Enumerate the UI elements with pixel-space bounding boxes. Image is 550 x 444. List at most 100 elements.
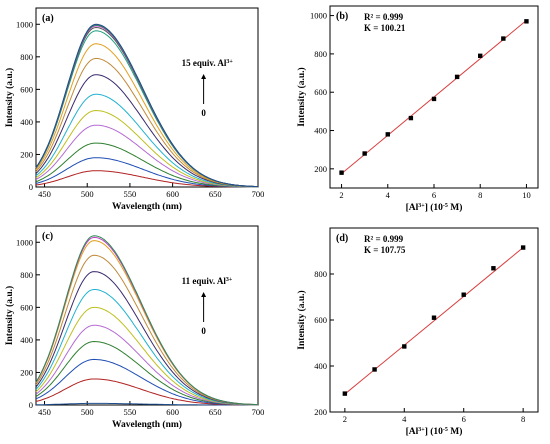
y-tick-label: 200 — [314, 164, 327, 174]
data-point — [431, 96, 437, 102]
x-tick-label: 700 — [252, 189, 265, 199]
x-axis-label: [Al3+] (10-5 M) — [406, 426, 463, 437]
x-tick-label: 700 — [252, 407, 265, 417]
data-point — [362, 151, 367, 156]
y-tick-label: 800 — [20, 52, 33, 62]
data-point — [385, 132, 390, 137]
arrow-head-icon — [201, 74, 207, 79]
data-point — [501, 36, 506, 41]
y-tick-label: 200 — [20, 367, 33, 377]
x-tick-label: 6 — [462, 414, 466, 424]
y-axis-label: Intensity (a.u.) — [296, 290, 307, 349]
spectrum-line-12 — [35, 235, 258, 406]
x-tick-label: 450 — [38, 189, 51, 199]
y-tick-label: 400 — [20, 117, 33, 127]
y-tick-label: 600 — [314, 87, 327, 97]
binding-constant-label: K = 107.75 — [364, 245, 406, 255]
x-tick-label: 500 — [81, 407, 94, 417]
y-tick-label: 600 — [20, 84, 33, 94]
y-tick-label: 0 — [29, 400, 33, 410]
y-tick-label: 400 — [314, 126, 327, 136]
spectrum-line-6 — [35, 93, 259, 188]
spectrum-line-6 — [35, 306, 259, 406]
y-tick-label: 400 — [314, 361, 327, 371]
x-tick-label: 650 — [209, 189, 222, 199]
data-point — [339, 170, 344, 175]
zero-annotation: 0 — [201, 108, 206, 118]
plot-frame — [35, 225, 259, 406]
spectrum-line-14 — [35, 23, 259, 188]
y-tick-label: 1000 — [16, 19, 33, 29]
x-axis-label: Wavelength (nm) — [112, 201, 182, 212]
chart-panel-1: 450 500 550 600 650 700 0 200 400 600 800 1000 Wavel… — [4, 7, 265, 212]
y-tick-label: 200 — [314, 407, 327, 417]
data-point — [454, 74, 460, 80]
data-point — [491, 266, 496, 271]
y-tick-label: 800 — [314, 269, 327, 279]
x-tick-label: 4 — [386, 190, 391, 200]
data-point — [342, 391, 348, 396]
r-squared-label: R² = 0.999 — [364, 234, 404, 244]
chart-panel-3: 450 500 550 600 650 700 0 200 400 600 800 1000 Wavel… — [4, 225, 265, 430]
y-tick-label: 800 — [314, 49, 327, 59]
zero-annotation: 0 — [201, 326, 206, 336]
y-tick-label: 600 — [20, 302, 33, 312]
x-tick-label: 6 — [432, 190, 436, 200]
linear-fit-line — [344, 247, 524, 395]
y-tick-label: 1000 — [310, 11, 327, 21]
x-tick-label: 550 — [124, 189, 137, 199]
x-tick-label: 8 — [521, 414, 525, 424]
data-point — [461, 292, 466, 297]
panel-label: (c) — [42, 231, 53, 242]
spectrum-line-5 — [35, 109, 258, 188]
y-tick-label: 800 — [20, 270, 33, 280]
x-tick-label: 650 — [209, 407, 222, 417]
data-point — [431, 315, 437, 320]
x-tick-label: 600 — [166, 189, 179, 199]
spectrum-line-3 — [35, 142, 258, 188]
data-point — [478, 53, 483, 59]
r-squared-label: R² = 0.999 — [364, 12, 404, 22]
data-point — [402, 344, 407, 349]
chart-panel-2: 2 4 6 8 10 200 400 600 800 1000 [Al3+] (10-5 M) Int… — [296, 5, 539, 213]
spectrum-line-11 — [35, 236, 258, 406]
data-point — [520, 245, 526, 250]
y-tick-label: 400 — [20, 335, 33, 345]
binding-constant-label: K = 100.21 — [364, 23, 406, 33]
spectrum-line-2 — [35, 157, 258, 188]
x-tick-label: 500 — [81, 189, 94, 199]
plot-frame — [35, 7, 259, 188]
spectrum-line-1 — [36, 402, 258, 406]
x-axis-label: Wavelength (nm) — [112, 419, 182, 430]
panel-label: (a) — [42, 13, 54, 24]
spectrum-line-10 — [35, 240, 258, 406]
arrow-head-icon — [201, 292, 207, 297]
x-axis-label: [Al3+] (10-5 M) — [406, 202, 463, 213]
data-point — [408, 115, 414, 121]
y-axis-label: Intensity (a.u.) — [4, 286, 15, 345]
y-tick-label: 600 — [314, 315, 327, 325]
panel-label: (b) — [336, 11, 348, 22]
equiv-annotation: 15 equiv. Al3+ — [182, 58, 234, 68]
x-tick-label: 4 — [402, 414, 407, 424]
x-tick-label: 450 — [38, 407, 51, 417]
data-point — [372, 367, 377, 372]
spectrum-line-3 — [35, 358, 258, 406]
plot-frame — [329, 227, 539, 413]
y-axis-label: Intensity (a.u.) — [4, 68, 15, 127]
chart-panel-4: 2 4 6 8 200 400 600 800 [Al3+] (10-5 M) Intensity… — [296, 227, 539, 437]
x-tick-label: 600 — [166, 407, 179, 417]
x-tick-label: 2 — [339, 190, 343, 200]
data-point — [524, 19, 529, 24]
equiv-annotation: 11 equiv. Al3+ — [182, 276, 233, 286]
x-tick-label: 10 — [522, 190, 531, 200]
y-tick-label: 200 — [20, 149, 33, 159]
x-tick-label: 2 — [343, 414, 347, 424]
x-tick-label: 8 — [478, 190, 482, 200]
y-tick-label: 0 — [29, 182, 33, 192]
y-axis-label: Intensity (a.u.) — [296, 67, 307, 126]
y-tick-label: 1000 — [16, 237, 33, 247]
panel-label: (d) — [336, 233, 348, 244]
x-tick-label: 550 — [124, 407, 137, 417]
